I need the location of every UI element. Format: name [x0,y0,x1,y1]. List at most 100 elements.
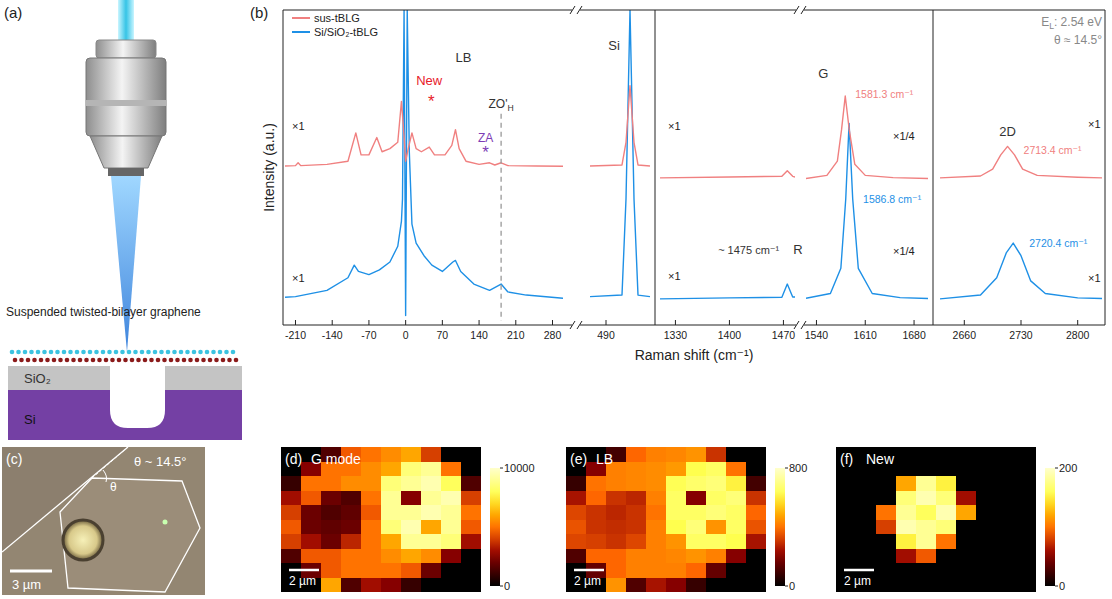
map-cell [876,534,896,549]
graphene-atom [97,358,102,363]
map-cell [381,549,401,564]
map-cell [976,563,996,578]
tick-label: 0 [403,329,409,341]
map-cell [1016,462,1036,477]
tick [552,320,553,325]
map-cell [916,520,936,535]
map-cell [936,476,956,491]
objective-tip [108,168,144,176]
map-cell [726,563,746,578]
scale-label: ×1/4 [893,130,915,142]
objective-taper [90,136,162,168]
tick [442,320,443,325]
map-cell [441,549,461,564]
text-line: Suspended twisted-bilayer graphene [6,305,201,319]
annotation: θ ≈ 14.5° [1054,33,1102,47]
spectrum-line [590,86,650,166]
scale-label: ×1 [1088,118,1101,130]
map-cell [341,578,361,593]
map-cell [646,491,666,506]
scale-bar [10,570,52,573]
map-cell [936,549,956,564]
map-cell [856,505,876,520]
map-cell [686,578,706,593]
frame [283,325,1105,326]
map-cell [686,447,706,462]
graphene-atom [195,358,200,363]
map-cell [586,549,606,564]
tick [368,320,369,325]
map-cell [566,534,586,549]
graphene-atom [185,350,190,355]
map-cell [421,505,441,520]
scale-bar-label: 2 µm [574,574,601,588]
map-cell [381,534,401,549]
map-cell [976,578,996,593]
map-cell [381,462,401,477]
map-cell [996,491,1016,506]
map-cell [836,549,856,564]
tick [500,586,503,587]
map-cell [301,505,321,520]
map-cell [646,462,666,477]
tick [1055,586,1058,587]
map-cell [836,491,856,506]
graphene-atom [104,358,109,363]
scale-bar-label: 3 µm [12,577,41,592]
layer-label: Si [24,412,36,427]
map-cell [746,462,766,477]
map-cell [936,563,956,578]
tick [783,320,784,325]
map-cell [956,578,976,593]
tick-label: 10000 [504,462,535,474]
map-cell [956,549,976,564]
map-cell [421,476,441,491]
map-cell [956,520,976,535]
tick-label: 1400 [718,329,742,341]
map-cell [301,491,321,506]
map-cell [936,505,956,520]
map-cell [321,578,341,593]
map-cell [1016,549,1036,564]
map-cell [936,578,956,593]
scale-bar-label: 2 µm [289,574,316,588]
graphene-atom [58,358,63,363]
map-cell [686,476,706,491]
graphene-atom [62,350,67,355]
axis-break [577,321,582,329]
spectrum-line [806,123,928,298]
colorbar [490,468,500,586]
tick-label: 1330 [664,329,688,341]
map-cell [666,447,686,462]
graphene-atom [192,350,197,355]
graphene-atom [201,358,206,363]
graphene-atom [172,350,177,355]
map-panel: (d)G mode2 µm010000 [281,447,535,592]
map-cell [381,520,401,535]
spectrum-line [285,10,563,316]
graphene-atom [45,358,50,363]
map-cell [401,491,421,506]
map-cell [421,534,441,549]
hole [110,366,165,428]
axis-break [794,6,799,14]
tick [964,320,965,325]
graphene-atom [133,350,138,355]
scale-label: ×1/4 [893,245,915,257]
map-cell [626,447,646,462]
graphene-atom [39,358,44,363]
graphene-atom [130,358,135,363]
legend-label: sus-tBLG [314,12,360,24]
map-cell [746,447,766,462]
tick-label: 490 [597,329,615,341]
map-cell [896,534,916,549]
map-cell [461,520,481,535]
map-cell [996,476,1016,491]
map-cell [341,505,361,520]
map-cell [686,491,706,506]
optical-image [2,447,205,595]
map-cell [606,476,626,491]
map-cell [896,462,916,477]
map-cell [381,505,401,520]
axis-break [577,6,582,14]
